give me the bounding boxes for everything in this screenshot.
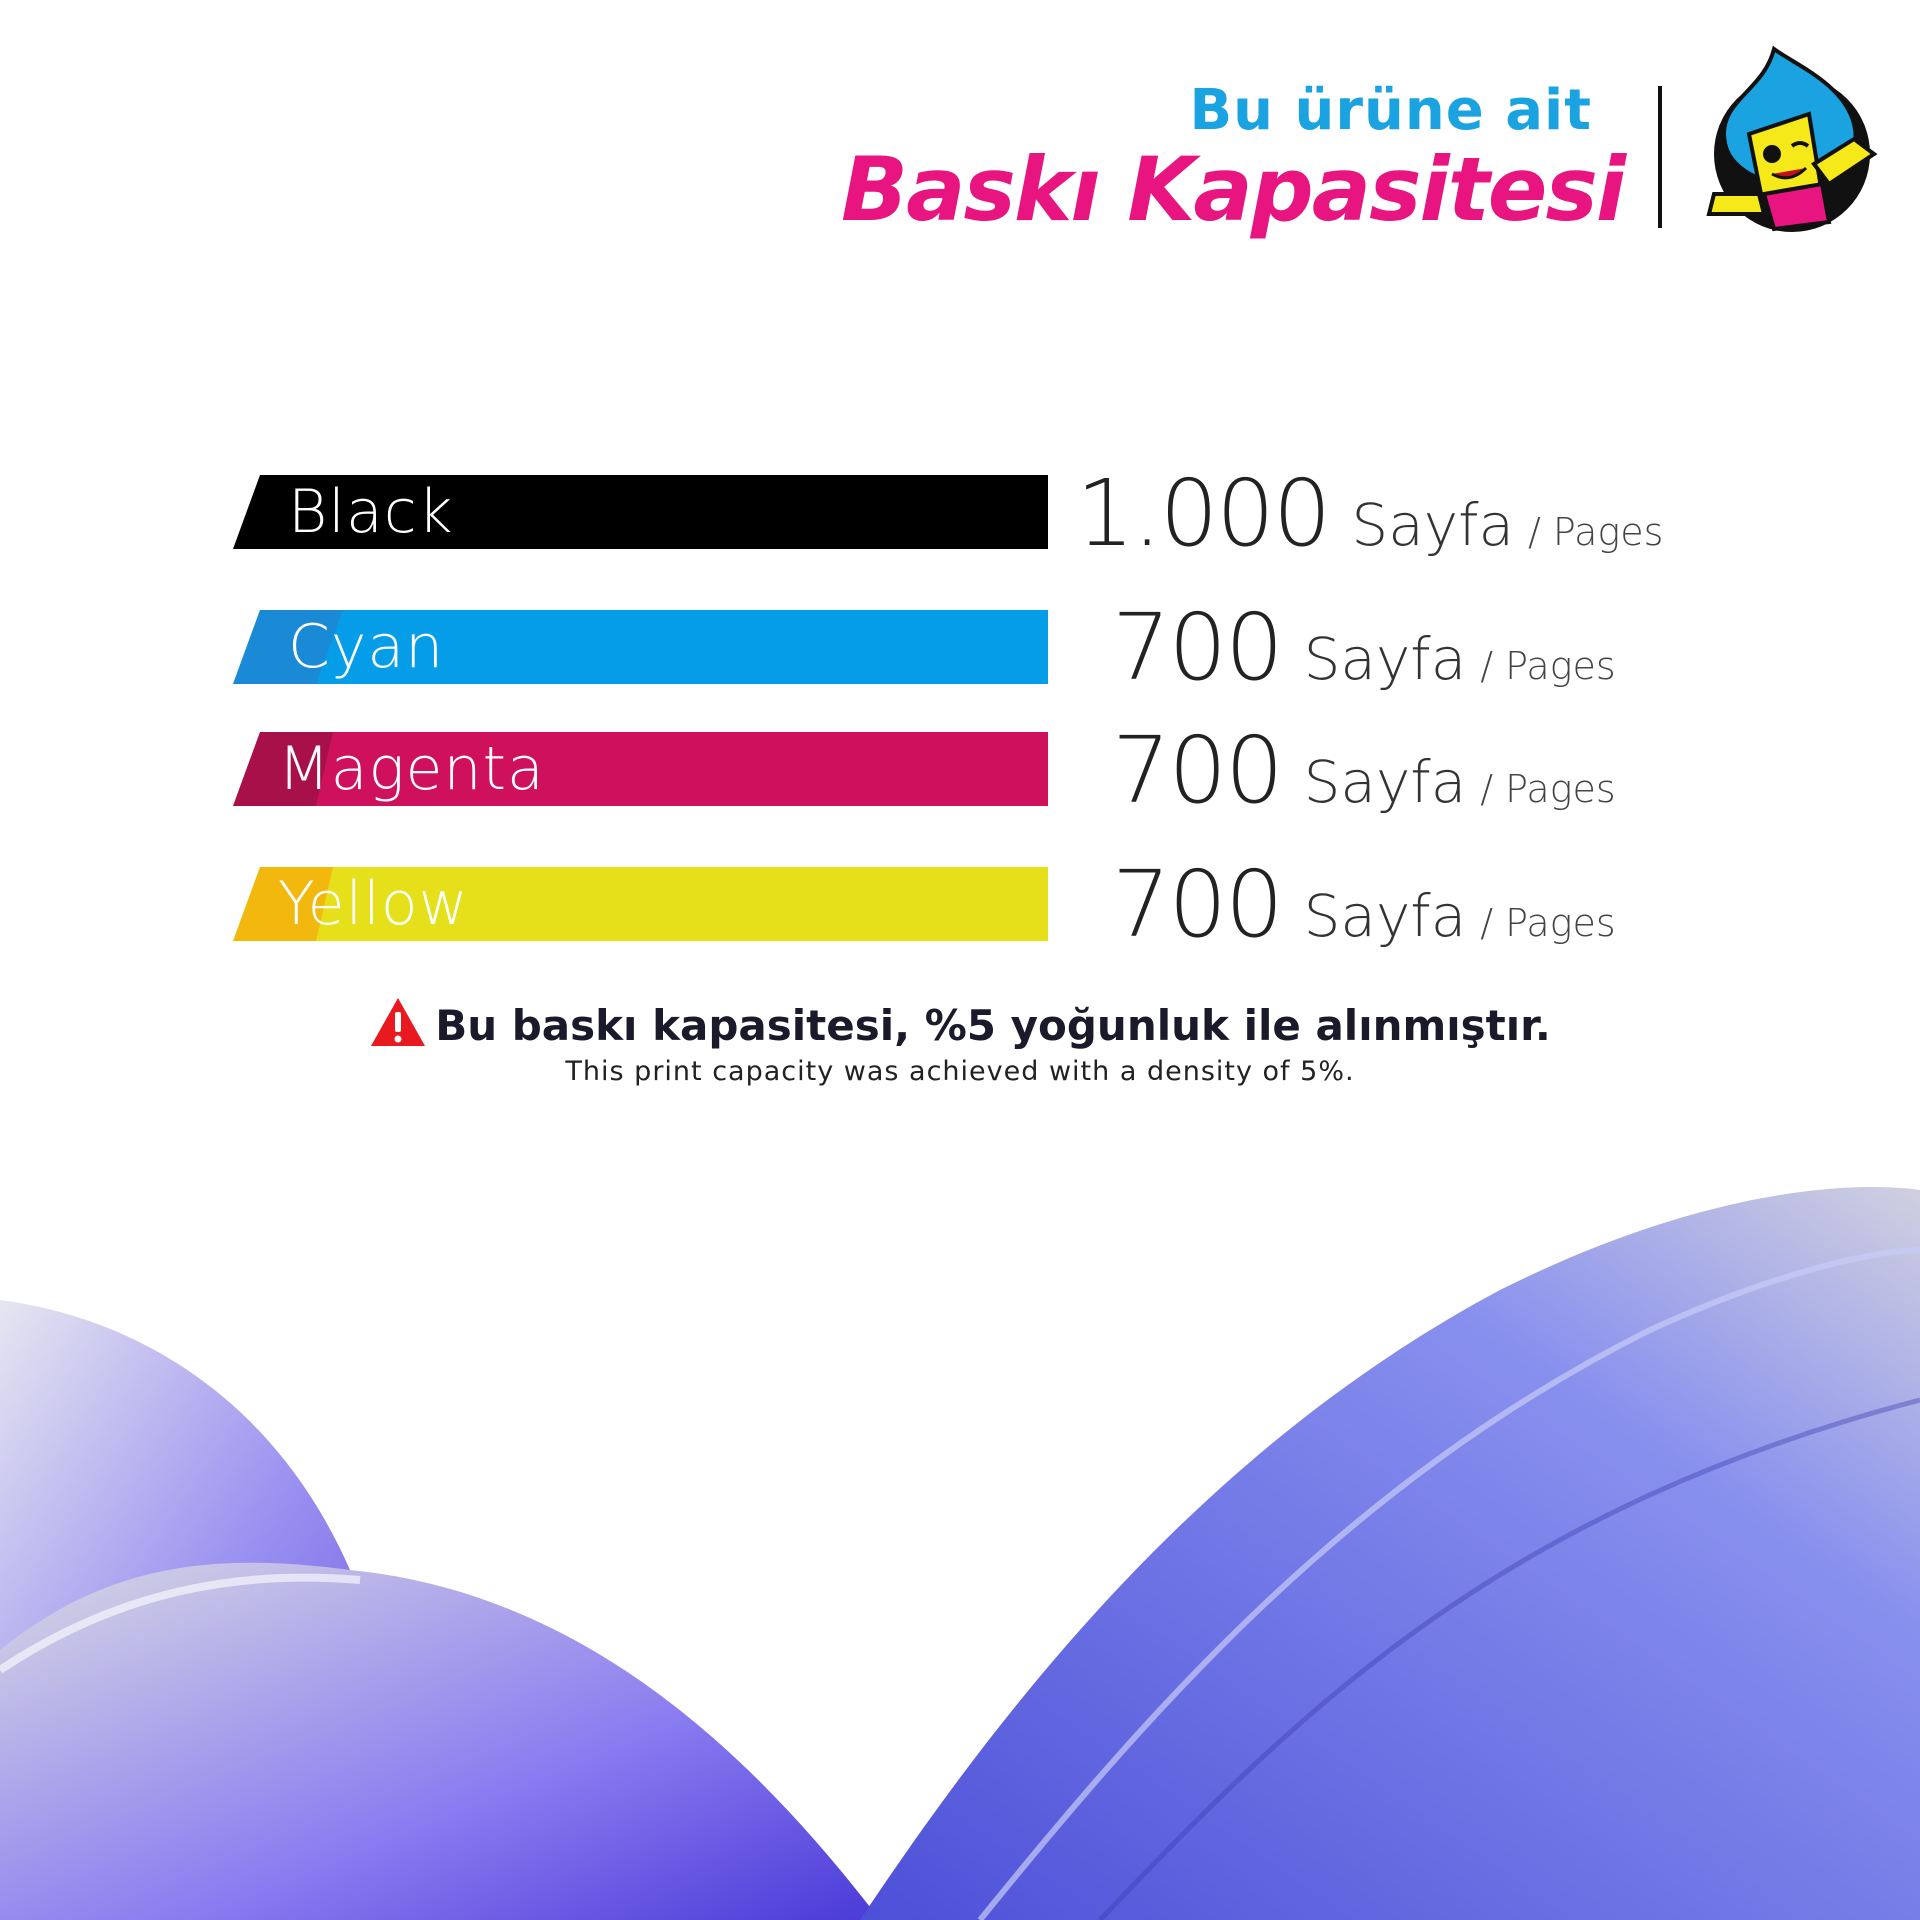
bar-label: Magenta	[278, 734, 545, 804]
mascot-logo	[1706, 45, 1878, 232]
capacity-bar-yellow: Yellow	[233, 867, 1048, 941]
divider	[1658, 86, 1662, 228]
bar-label: Cyan	[288, 612, 445, 682]
decorative-waves	[0, 1186, 1920, 1920]
header-subtitle: Bu ürüne ait	[1189, 78, 1592, 143]
capacity-value-cyan: 700 Sayfa / Pages	[1112, 594, 1616, 701]
capacity-bar-cyan: Cyan	[233, 610, 1048, 684]
capacity-bar-magenta: Magenta	[233, 732, 1048, 806]
bar-label: Black	[288, 477, 454, 547]
warning-icon	[371, 998, 426, 1046]
capacity-value-yellow: 700 Sayfa / Pages	[1112, 851, 1616, 958]
capacity-value-magenta: 700 Sayfa / Pages	[1112, 717, 1616, 824]
capacity-value-black: 1.000 Sayfa / Pages	[1076, 460, 1664, 567]
notice-text: Bu baskı kapasitesi, %5 yoğunluk ile alı…	[435, 1001, 1551, 1050]
notice: Bu baskı kapasitesi, %5 yoğunluk ile alı…	[0, 996, 1920, 1050]
bar-label: Yellow	[278, 869, 469, 939]
capacity-bar-black: Black	[233, 475, 1048, 549]
notice-subtext: This print capacity was achieved with a …	[565, 1056, 1355, 1087]
page-title: Baskı Kapasitesi	[841, 138, 1626, 241]
